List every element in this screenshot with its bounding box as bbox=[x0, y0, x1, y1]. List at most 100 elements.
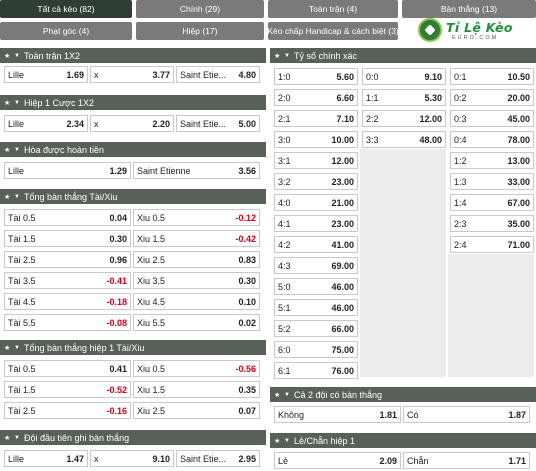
odds-cell[interactable]: Saint Etienne 3.56 bbox=[133, 162, 260, 179]
star-icon[interactable]: ★ bbox=[4, 146, 11, 154]
section-half1-1x2-header[interactable]: ★ ▼ Hiệp 1 Cược 1X2 bbox=[0, 95, 266, 110]
correct-score-cell[interactable]: 3:0 10.00 bbox=[274, 131, 358, 148]
correct-score-cell[interactable]: 3:3 48.00 bbox=[362, 131, 446, 148]
odds-cell[interactable]: Tài 0.5 0.41 bbox=[4, 360, 131, 377]
odds-cell[interactable]: Tài 3.5 -0.41 bbox=[4, 272, 131, 289]
odds-cell[interactable]: Tài 1.5 -0.52 bbox=[4, 381, 131, 398]
correct-score-cell[interactable]: 6:1 76.00 bbox=[274, 362, 358, 379]
score-label: 5:0 bbox=[278, 281, 291, 292]
correct-score-cell[interactable]: 0:1 10.50 bbox=[450, 68, 534, 85]
section-title: Tổng bàn thắng hiệp 1 Tài/Xiu bbox=[24, 342, 145, 353]
odds-cell[interactable]: Lille 1.29 bbox=[4, 162, 131, 179]
section-fulltime-1x2-header[interactable]: ★ ▼ Toàn trận 1X2 bbox=[0, 48, 266, 63]
tab-main[interactable]: Chính (29) bbox=[136, 0, 264, 18]
section-draw-no-bet-header[interactable]: ★ ▼ Hòa được hoàn tiền bbox=[0, 142, 266, 157]
correct-score-cell[interactable]: 4:1 23.00 bbox=[274, 215, 358, 232]
star-icon[interactable]: ★ bbox=[4, 52, 11, 60]
odds-cell[interactable]: x 3.77 bbox=[90, 66, 174, 83]
odds-cell[interactable]: Lille 2.34 bbox=[4, 115, 88, 132]
star-icon[interactable]: ★ bbox=[274, 52, 281, 60]
odds-cell[interactable]: Xiu 0.5 -0.56 bbox=[133, 360, 260, 377]
star-icon[interactable]: ★ bbox=[4, 193, 11, 201]
score-label: 3:2 bbox=[278, 176, 291, 187]
tab-halves[interactable]: Hiệp (17) bbox=[136, 22, 264, 40]
odds-cell[interactable]: Tài 4.5 -0.18 bbox=[4, 293, 131, 310]
correct-score-cell[interactable]: 1:2 13.00 bbox=[450, 152, 534, 169]
correct-score-cell[interactable]: 5:1 46.00 bbox=[274, 299, 358, 316]
correct-score-cell[interactable]: 2:0 6.60 bbox=[274, 89, 358, 106]
odds-cell[interactable]: Xiu 5.5 0.02 bbox=[133, 314, 260, 331]
correct-score-cell[interactable]: 1:3 33.00 bbox=[450, 173, 534, 190]
odds-cell[interactable]: Xiu 2.5 0.83 bbox=[133, 251, 260, 268]
correct-score-background bbox=[360, 149, 446, 377]
odds-cell[interactable]: Tài 5.5 -0.08 bbox=[4, 314, 131, 331]
odds-cell[interactable]: Xiu 2.5 0.07 bbox=[133, 402, 260, 419]
tab-fulltime[interactable]: Toàn trận (4) bbox=[268, 0, 398, 18]
correct-score-cell[interactable]: 1:4 67.00 bbox=[450, 194, 534, 211]
correct-score-cell[interactable]: 0:0 9.10 bbox=[362, 68, 446, 85]
correct-score-cell[interactable]: 1:0 5.60 bbox=[274, 68, 358, 85]
star-icon[interactable]: ★ bbox=[274, 437, 281, 445]
correct-score-cell[interactable]: 3:1 12.00 bbox=[274, 152, 358, 169]
correct-score-cell[interactable]: 4:3 69.00 bbox=[274, 257, 358, 274]
correct-score-cell[interactable]: 4:2 41.00 bbox=[274, 236, 358, 253]
odds-cell[interactable]: Saint Etie... 2.95 bbox=[176, 450, 260, 467]
section-both-teams-score-header[interactable]: ★ ▼ Cả 2 đội có bàn thắng bbox=[270, 387, 536, 402]
odds-row: Tài 4.5 -0.18 Xiu 4.5 0.10 bbox=[4, 293, 260, 310]
correct-score-cell[interactable]: 4:0 21.00 bbox=[274, 194, 358, 211]
star-icon[interactable]: ★ bbox=[4, 99, 11, 107]
odds-cell[interactable]: Lille 1.47 bbox=[4, 450, 88, 467]
odds-cell[interactable]: Xiu 0.5 -0.12 bbox=[133, 209, 260, 226]
odds-cell[interactable]: x 2.20 bbox=[90, 115, 174, 132]
odds-cell[interactable]: Xiu 3.5 0.30 bbox=[133, 272, 260, 289]
score-label: 0:1 bbox=[454, 71, 467, 82]
section-first-to-score-header[interactable]: ★ ▼ Đội đầu tiên ghi bàn thắng bbox=[0, 430, 266, 445]
star-icon[interactable]: ★ bbox=[4, 434, 11, 442]
star-icon[interactable]: ★ bbox=[274, 391, 281, 399]
correct-score-cell[interactable]: 5:2 66.00 bbox=[274, 320, 358, 337]
star-icon[interactable]: ★ bbox=[4, 344, 11, 352]
odds-cell[interactable]: Saint Etie... 4.80 bbox=[176, 66, 260, 83]
odds-cell[interactable]: Tài 0.5 0.04 bbox=[4, 209, 131, 226]
section-total-goals-h1-header[interactable]: ★ ▼ Tổng bàn thắng hiệp 1 Tài/Xiu bbox=[0, 340, 266, 355]
odds-cell[interactable]: Lille 1.69 bbox=[4, 66, 88, 83]
correct-score-cell[interactable]: 2:2 12.00 bbox=[362, 110, 446, 127]
correct-score-cell[interactable]: 6:0 75.00 bbox=[274, 341, 358, 358]
correct-score-cell[interactable]: 2:1 7.10 bbox=[274, 110, 358, 127]
odds-cell[interactable]: Chẵn 1.71 bbox=[403, 452, 530, 469]
odds-cell[interactable]: Xiu 1.5 -0.42 bbox=[133, 230, 260, 247]
correct-score-cell[interactable]: 0:4 78.00 bbox=[450, 131, 534, 148]
odds-cell[interactable]: x 9.10 bbox=[90, 450, 174, 467]
soccer-ball-icon bbox=[418, 18, 442, 42]
odds-cell[interactable]: Không 1.81 bbox=[274, 406, 401, 423]
correct-score-cell[interactable]: 3:2 23.00 bbox=[274, 173, 358, 190]
odds-cell[interactable]: Tài 2.5 0.96 bbox=[4, 251, 131, 268]
correct-score-cell[interactable]: 0:3 45.00 bbox=[450, 110, 534, 127]
score-odds: 33.00 bbox=[507, 176, 530, 187]
odds-cell[interactable]: Lẻ 2.09 bbox=[274, 452, 401, 469]
score-odds: 76.00 bbox=[331, 365, 354, 376]
score-odds: 41.00 bbox=[331, 239, 354, 250]
odds-cell[interactable]: Xiu 4.5 0.10 bbox=[133, 293, 260, 310]
correct-score-cell[interactable]: 5:0 46.00 bbox=[274, 278, 358, 295]
caret-down-icon: ▼ bbox=[14, 146, 20, 153]
correct-score-cell[interactable]: 2:3 35.00 bbox=[450, 215, 534, 232]
odds-cell[interactable]: Xiu 1.5 0.35 bbox=[133, 381, 260, 398]
tab-handicap[interactable]: Kèo chấp Handicap & cách biệt (3) bbox=[268, 22, 398, 40]
tab-goals[interactable]: Bàn thắng (13) bbox=[402, 0, 536, 18]
tab-all[interactable]: Tất cả kèo (82) bbox=[0, 0, 132, 18]
correct-score-cell[interactable]: 0:2 20.00 bbox=[450, 89, 534, 106]
tab-corners[interactable]: Phạt góc (4) bbox=[0, 22, 132, 40]
correct-score-cell[interactable]: 1:1 5.30 bbox=[362, 89, 446, 106]
correct-score-cell[interactable]: 2:4 71.00 bbox=[450, 236, 534, 253]
odds-cell[interactable]: Tài 1.5 0.30 bbox=[4, 230, 131, 247]
section-correct-score-header[interactable]: ★ ▼ Tỷ số chính xác bbox=[270, 48, 536, 63]
score-odds: 78.00 bbox=[507, 134, 530, 145]
section-title: Lẻ/Chẵn hiệp 1 bbox=[294, 435, 356, 446]
section-odd-even-h1-header[interactable]: ★ ▼ Lẻ/Chẵn hiệp 1 bbox=[270, 433, 536, 448]
score-odds: 5.30 bbox=[424, 92, 442, 103]
section-total-goals-header[interactable]: ★ ▼ Tổng bàn thắng Tài/Xiu bbox=[0, 189, 266, 204]
odds-cell[interactable]: Tài 2.5 -0.16 bbox=[4, 402, 131, 419]
odds-cell[interactable]: Saint Etie... 5.00 bbox=[176, 115, 260, 132]
odds-cell[interactable]: Có 1.87 bbox=[403, 406, 530, 423]
